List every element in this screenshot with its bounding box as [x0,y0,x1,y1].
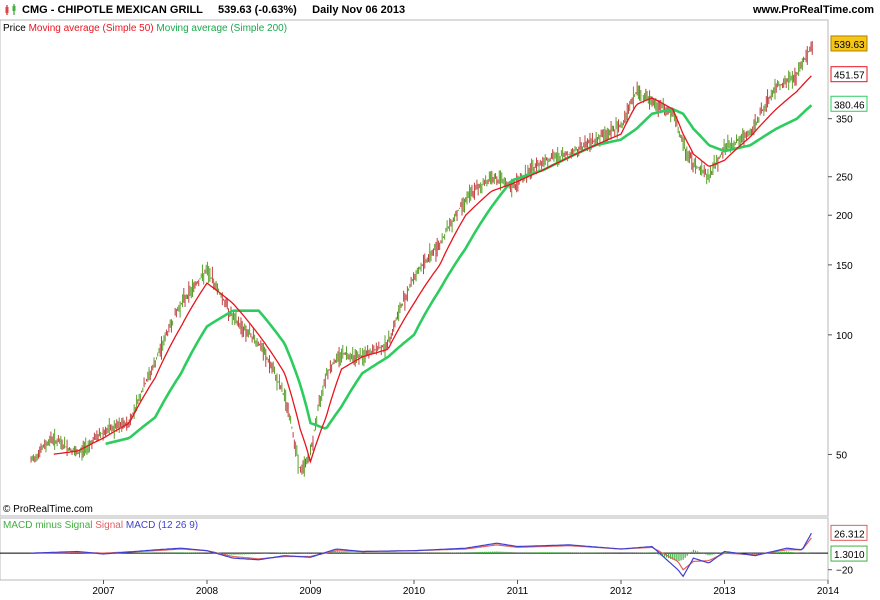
hist-marker-box [830,545,868,562]
last-price-marker: 539.63 [834,40,865,51]
x-axis: 2007 2008 2009 2010 2011 2012 2013 2014 [92,580,840,597]
last-quote: 539.63 (-0.63%) [217,4,297,16]
candlestick-icon [5,4,16,15]
x-tick-label: 2007 [92,586,115,597]
hist-marker: 1.3010 [834,550,865,561]
x-tick-label: 2010 [403,586,426,597]
y-tick-label: 350 [836,115,853,126]
chart-header: CMG - CHIPOTLE MEXICAN GRILL 539.63 (-0.… [0,0,880,20]
ma200-marker: 380.46 [834,100,865,111]
macd-marker: 26.312 [834,529,865,540]
price-markers: 539.63 451.57 380.46 26.312 1.3010 [830,35,868,562]
legend-macd-hist[interactable]: MACD minus Signal [3,520,93,531]
legend-signal[interactable]: Signal [95,520,124,531]
price-legend: Price Moving average (Simple 50) Moving … [3,23,287,34]
y-tick-label: 150 [836,261,853,272]
chart-title: CMG - CHIPOTLE MEXICAN GRILL [22,4,203,16]
macd-legend: MACD minus Signal Signal MACD (12 26 9) [3,520,198,531]
legend-macd[interactable]: MACD (12 26 9) [125,520,199,531]
x-tick-label: 2008 [196,586,219,597]
macd-line [31,532,812,578]
period-label: Daily Nov 06 2013 [312,4,406,16]
macd-marker-box [830,524,868,541]
y-tick-label: 250 [836,173,853,184]
ma200-series [105,104,813,446]
ma50-series [53,75,812,464]
price-panel [0,19,829,517]
ma50-line [53,75,812,464]
y-tick-label: 100 [836,331,853,342]
x-tick-label: 2013 [713,586,736,597]
legend-price: Price [3,23,26,34]
x-tick-label: 2009 [299,586,322,597]
ma50-marker-box [830,66,868,83]
ma200-line [105,104,813,446]
y-axis: 50 100 150 200 250 350 −20 [828,115,853,577]
ma50-marker: 451.57 [834,71,865,82]
legend-ma200[interactable]: Moving average (Simple 200) [156,23,288,34]
x-tick-label: 2011 [507,586,529,597]
ma200-marker-box [830,95,868,112]
copyright: © ProRealTime.com [3,504,93,515]
macd-y-tick-label: −20 [836,566,853,577]
site-link[interactable]: www.ProRealTime.com [752,4,874,16]
last-price-marker-box [830,35,868,52]
x-tick-label: 2014 [817,586,840,597]
legend-ma50[interactable]: Moving average (Simple 50) [28,23,154,34]
macd-panel [0,517,829,581]
y-tick-label: 50 [836,450,848,461]
macd-series [0,532,828,578]
y-tick-label: 200 [836,211,853,222]
x-tick-label: 2012 [610,586,633,597]
